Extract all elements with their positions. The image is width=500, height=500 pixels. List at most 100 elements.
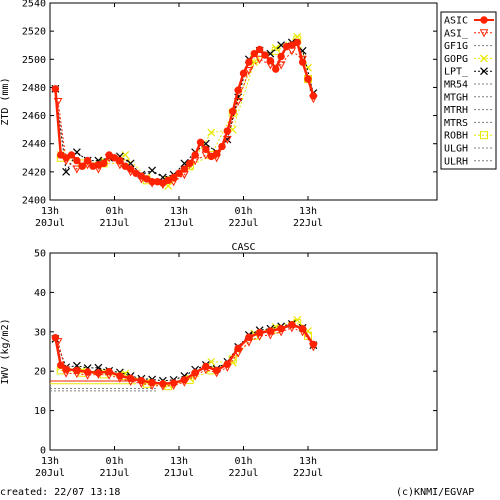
data-point (309, 340, 318, 349)
legend-entry: MTRH (444, 105, 494, 116)
legend-marker (480, 131, 488, 140)
data-point (250, 58, 259, 67)
ztd-chart: 2400242024402460248025002520254013h20Jul… (0, 0, 438, 229)
y-tick-label: 50 (34, 249, 46, 260)
data-point (212, 366, 221, 375)
data-point (105, 367, 113, 376)
legend-label: LPT_ (444, 67, 469, 78)
copyright-credit: (c)KNMI/EGVAP (396, 487, 475, 498)
data-point (229, 107, 237, 116)
data-point (293, 38, 301, 47)
x-tick-label: 13h (41, 206, 59, 217)
data-point (250, 49, 258, 58)
x-tick-label: 22Jul (293, 218, 323, 229)
data-point (51, 334, 60, 342)
series-line (54, 41, 314, 179)
data-point (126, 374, 135, 382)
legend-label: ULGH (444, 144, 468, 155)
data-point (239, 69, 248, 78)
data-point (126, 165, 135, 173)
series-line (54, 40, 315, 185)
iwv-chart: 0102030405013h20Jul01h21Jul13h21Jul01h22… (0, 242, 438, 479)
x-tick-label: 20Jul (35, 218, 65, 229)
legend-label: GF1G (444, 41, 468, 52)
x-tick-label: 22Jul (228, 468, 258, 479)
legend-label: ASI_ (444, 28, 469, 39)
data-point (186, 159, 194, 168)
data-point (234, 86, 242, 94)
data-point (94, 369, 103, 377)
data-point (73, 366, 81, 375)
data-point (255, 328, 264, 337)
data-point (148, 378, 156, 387)
series-asic (51, 38, 318, 187)
x-tick-label: 21Jul (99, 218, 129, 229)
data-point (207, 357, 216, 366)
data-point (255, 55, 264, 64)
data-point (223, 360, 232, 368)
x-tick-label: 22Jul (293, 468, 323, 479)
data-point (62, 365, 70, 373)
data-point (169, 173, 178, 182)
legend-entry: MR54 (444, 80, 494, 91)
data-point (51, 85, 60, 93)
legend-entry: MTRS (444, 118, 494, 129)
x-tick-label: 01h (105, 206, 123, 217)
legend-box (440, 11, 497, 170)
x-tick-label: 01h (234, 206, 252, 217)
data-point (100, 159, 108, 168)
legend-entry: ASI_ (444, 28, 494, 39)
x-tick-label: 13h (299, 456, 317, 467)
y-tick-label: 20 (34, 367, 46, 378)
data-point (218, 142, 226, 151)
legend-label: ASIC (444, 16, 468, 27)
series-line (57, 50, 314, 186)
y-tick-label: 2500 (22, 55, 46, 66)
legend-entry: GF1G (444, 41, 494, 52)
data-point (116, 372, 124, 380)
data-point (137, 376, 146, 385)
x-tick-label: 01h (105, 456, 123, 467)
x-tick-label: 13h (170, 206, 188, 217)
x-tick-label: 13h (41, 456, 59, 467)
y-tick-label: 2400 (22, 196, 46, 207)
x-tick-label: 22Jul (228, 218, 258, 229)
y-tick-label: 30 (34, 327, 46, 338)
data-point (266, 327, 275, 335)
legend-marker (480, 54, 488, 63)
data-point (196, 138, 205, 147)
data-point (245, 58, 253, 66)
series-line (60, 38, 309, 181)
data-point (272, 65, 280, 73)
data-point (309, 92, 318, 100)
data-point (116, 156, 124, 165)
data-point (261, 51, 269, 59)
legend-label: MR54 (444, 80, 468, 91)
data-point (245, 333, 253, 342)
data-point (234, 344, 242, 353)
x-tick-label: 21Jul (164, 218, 194, 229)
data-point (298, 58, 307, 66)
data-point (180, 165, 189, 173)
data-point (62, 167, 71, 176)
data-point (57, 361, 65, 369)
x-tick-label: 13h (299, 206, 317, 217)
data-point (223, 127, 232, 135)
legend-entry: ULGH (444, 144, 494, 155)
data-point (72, 165, 82, 174)
data-point (78, 162, 86, 170)
data-point (207, 128, 216, 137)
y-tick-label: 2420 (22, 167, 46, 178)
data-point (83, 156, 92, 165)
data-point (277, 52, 285, 61)
y-tick-label: 2480 (22, 83, 46, 94)
data-point (159, 380, 167, 388)
y-tick-label: 0 (40, 446, 46, 457)
data-point (288, 321, 296, 329)
created-timestamp: created: 22/07 13:18 (0, 487, 121, 498)
data-point (73, 156, 81, 165)
legend-entry: MTGH (444, 92, 494, 103)
series-asic (51, 321, 318, 388)
y-axis-label: ZTD (mm) (0, 77, 11, 125)
